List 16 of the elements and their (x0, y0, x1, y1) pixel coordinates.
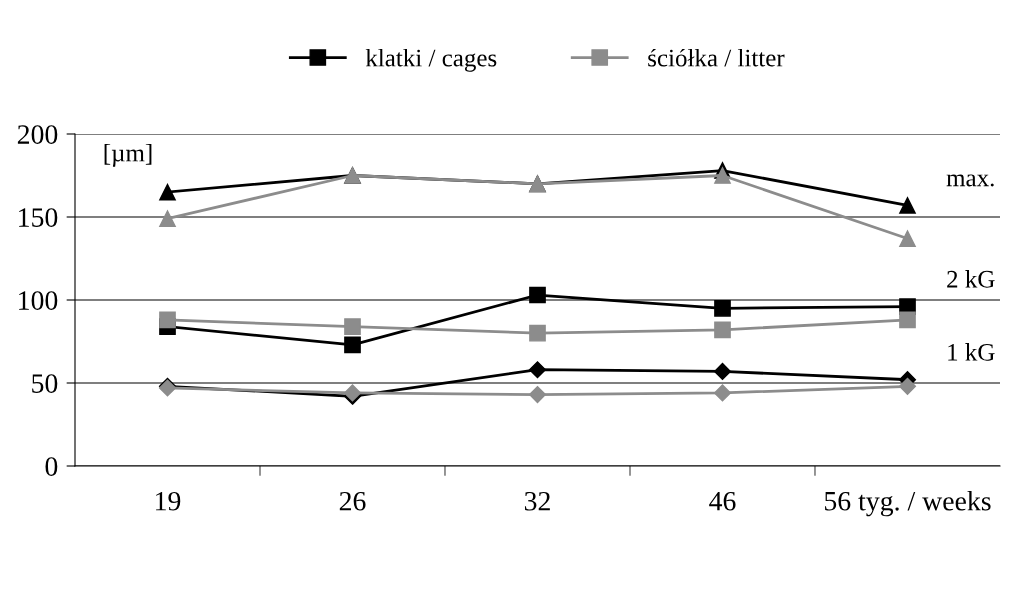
annotation: 2 kG (947, 270, 995, 288)
annotation: max. (946, 174, 994, 187)
x-tick-label: 26 (339, 491, 366, 511)
y-tick-label: 100 (19, 291, 58, 310)
x-tick-label: 46 (709, 491, 736, 511)
y-axis-title: [µm] (104, 143, 152, 167)
legend-label: ściółka / litter (648, 48, 785, 67)
x-tick-label: 32 (524, 491, 550, 511)
y-tick-label: 200 (17, 125, 58, 144)
x-tick-label: 19 (156, 491, 181, 511)
y-tick-label: 150 (19, 208, 58, 227)
x-tick-label: 56 tyg. / weeks (825, 491, 991, 517)
y-tick-label: 50 (32, 374, 58, 393)
legend-label: klatki / cages (365, 48, 497, 72)
y-tick-label: 0 (45, 457, 58, 476)
annotation: 1 kG (948, 343, 995, 361)
